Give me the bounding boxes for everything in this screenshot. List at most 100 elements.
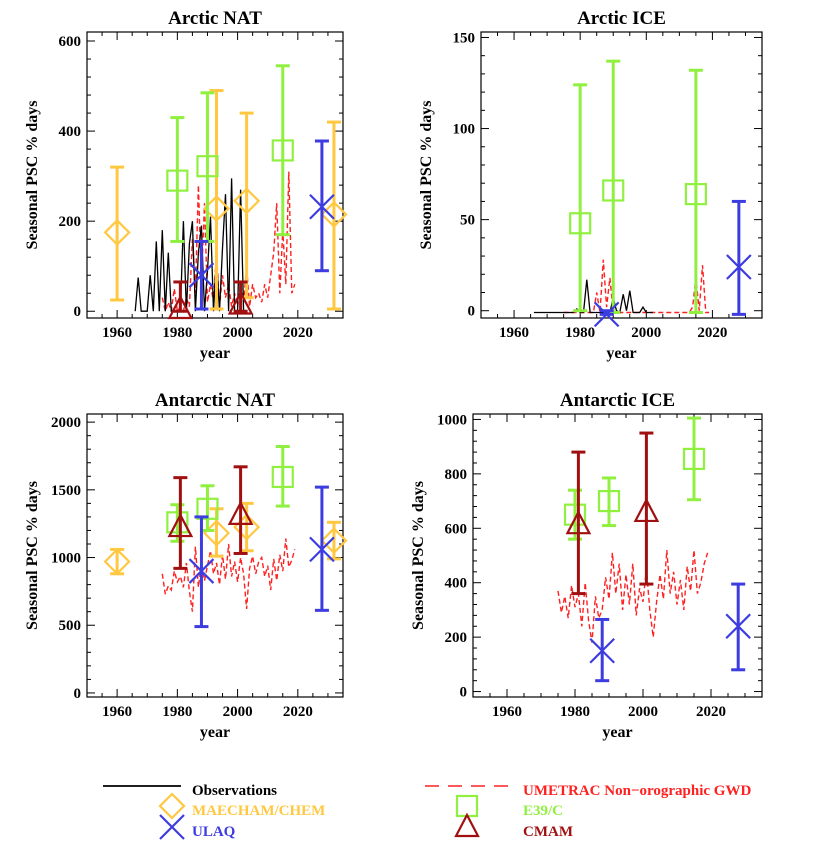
x-tick-label: 1960 — [499, 325, 529, 341]
y-tick-label: 600 — [445, 521, 468, 537]
chart-panel: Arctic ICE year Seasonal PSC % days 1960 198… — [418, 8, 763, 362]
ulaq-marker — [589, 637, 615, 664]
chart-title: Arctic NAT — [168, 8, 262, 29]
x-tick-label: 1980 — [560, 704, 590, 720]
x-axis-label: year — [602, 724, 632, 741]
x-icon — [159, 814, 185, 840]
observations-series-line — [134, 178, 245, 312]
x-tick-label: 1960 — [102, 325, 132, 341]
y-tick-label: 0 — [74, 686, 82, 702]
umetrac-series-line — [563, 259, 710, 314]
ulaq-marker — [309, 536, 335, 563]
x-tick-label: 2000 — [223, 704, 253, 720]
observations-series-line — [533, 279, 653, 314]
cmam-marker — [227, 290, 254, 315]
x-axis-label: year — [200, 724, 230, 741]
plot-frame — [480, 31, 763, 319]
legend-label: MAECHAM/CHEM — [192, 803, 325, 819]
e39c-marker — [602, 179, 625, 202]
ulaq-marker — [593, 301, 620, 328]
y-tick-label: 0 — [468, 304, 476, 320]
y-tick-label: 0 — [74, 304, 82, 320]
x-axis-label: year — [200, 345, 230, 362]
chart-panel: Antarctic NAT year Seasonal PSC % days 1960… — [24, 390, 348, 741]
ulaq-marker — [726, 254, 752, 280]
e39c-marker — [166, 169, 189, 192]
cmam-marker — [167, 294, 194, 320]
e39c-marker — [196, 497, 219, 520]
maecham-marker — [320, 527, 348, 555]
x-tick-label: 1980 — [162, 325, 192, 341]
y-axis-label: Seasonal PSC % days — [410, 481, 427, 630]
x-tick-label: 2000 — [631, 325, 661, 341]
y-tick-label: 600 — [59, 34, 82, 50]
triangle-icon — [454, 812, 480, 838]
y-tick-label: 400 — [445, 576, 468, 592]
legend-label: Observations — [192, 783, 277, 799]
plot-frame — [472, 413, 763, 698]
plot-frame — [86, 31, 344, 319]
umetrac-series-line — [161, 538, 296, 612]
x-tick-label: 2000 — [628, 704, 658, 720]
x-tick-label: 1960 — [102, 704, 132, 720]
e39c-marker — [563, 503, 587, 526]
legend-entry: MAECHAM/CHEM — [158, 792, 325, 820]
e39c-marker — [569, 212, 592, 235]
y-tick-label: 200 — [445, 630, 468, 646]
y-tick-label: 500 — [59, 618, 82, 634]
legend-label: ULAQ — [192, 824, 236, 840]
legend-entry: CMAM — [454, 812, 573, 840]
chart-title: Antarctic NAT — [155, 390, 275, 411]
cmam-marker — [167, 512, 194, 538]
x-axis-label: year — [606, 345, 636, 362]
y-tick-label: 400 — [59, 124, 82, 140]
x-tick-label: 2020 — [283, 704, 313, 720]
chart-panel: Arctic NAT year Seasonal PSC % days 1960 198… — [24, 8, 348, 362]
plot-frame — [86, 413, 344, 698]
legend-entry: ULAQ — [159, 814, 236, 840]
y-axis-label: Seasonal PSC % days — [418, 101, 435, 250]
legend: Observations UMETRAC Non−orographic GWD MA… — [103, 783, 751, 840]
legend-entry: UMETRAC Non−orographic GWD — [425, 783, 751, 799]
y-tick-label: 2000 — [51, 415, 81, 431]
legend-label: CMAM — [523, 824, 573, 840]
x-tick-label: 1960 — [492, 704, 522, 720]
y-tick-label: 1000 — [437, 412, 467, 428]
diamond-icon — [158, 792, 186, 820]
x-tick-label: 1980 — [565, 325, 595, 341]
cmam-marker — [227, 500, 254, 525]
ulaq-marker — [725, 613, 751, 640]
panels: Arctic NAT year Seasonal PSC % days 1960 198… — [24, 8, 763, 741]
chart-title: Arctic ICE — [577, 8, 666, 29]
e39c-marker — [271, 465, 294, 489]
y-tick-label: 100 — [453, 122, 476, 138]
legend-entry: E39/C — [455, 794, 563, 819]
legend-label: UMETRAC Non−orographic GWD — [523, 783, 751, 799]
y-tick-label: 800 — [445, 467, 468, 483]
y-tick-label: 1000 — [51, 551, 81, 567]
y-axis-label: Seasonal PSC % days — [24, 481, 41, 630]
legend-label: E39/C — [523, 803, 563, 819]
cmam-marker — [633, 497, 660, 523]
y-tick-label: 0 — [460, 685, 468, 701]
e39c-marker — [196, 155, 219, 178]
y-tick-label: 200 — [59, 214, 82, 230]
ulaq-marker — [188, 262, 215, 288]
maecham-marker — [103, 218, 131, 246]
umetrac-series-line — [557, 550, 709, 643]
y-tick-label: 1500 — [51, 483, 81, 499]
maecham-marker — [103, 548, 131, 576]
y-tick-label: 150 — [453, 30, 476, 46]
y-tick-label: 50 — [460, 213, 475, 229]
x-tick-label: 2020 — [696, 704, 726, 720]
cmam-marker — [565, 509, 592, 535]
e39c-marker — [682, 447, 706, 470]
x-tick-label: 1980 — [162, 704, 192, 720]
chart-title: Antarctic ICE — [560, 390, 675, 411]
y-axis-label: Seasonal PSC % days — [24, 101, 41, 250]
x-tick-label: 2020 — [283, 325, 313, 341]
e39c-marker — [166, 511, 189, 534]
e39c-marker — [684, 183, 707, 206]
maecham-marker — [233, 187, 261, 215]
